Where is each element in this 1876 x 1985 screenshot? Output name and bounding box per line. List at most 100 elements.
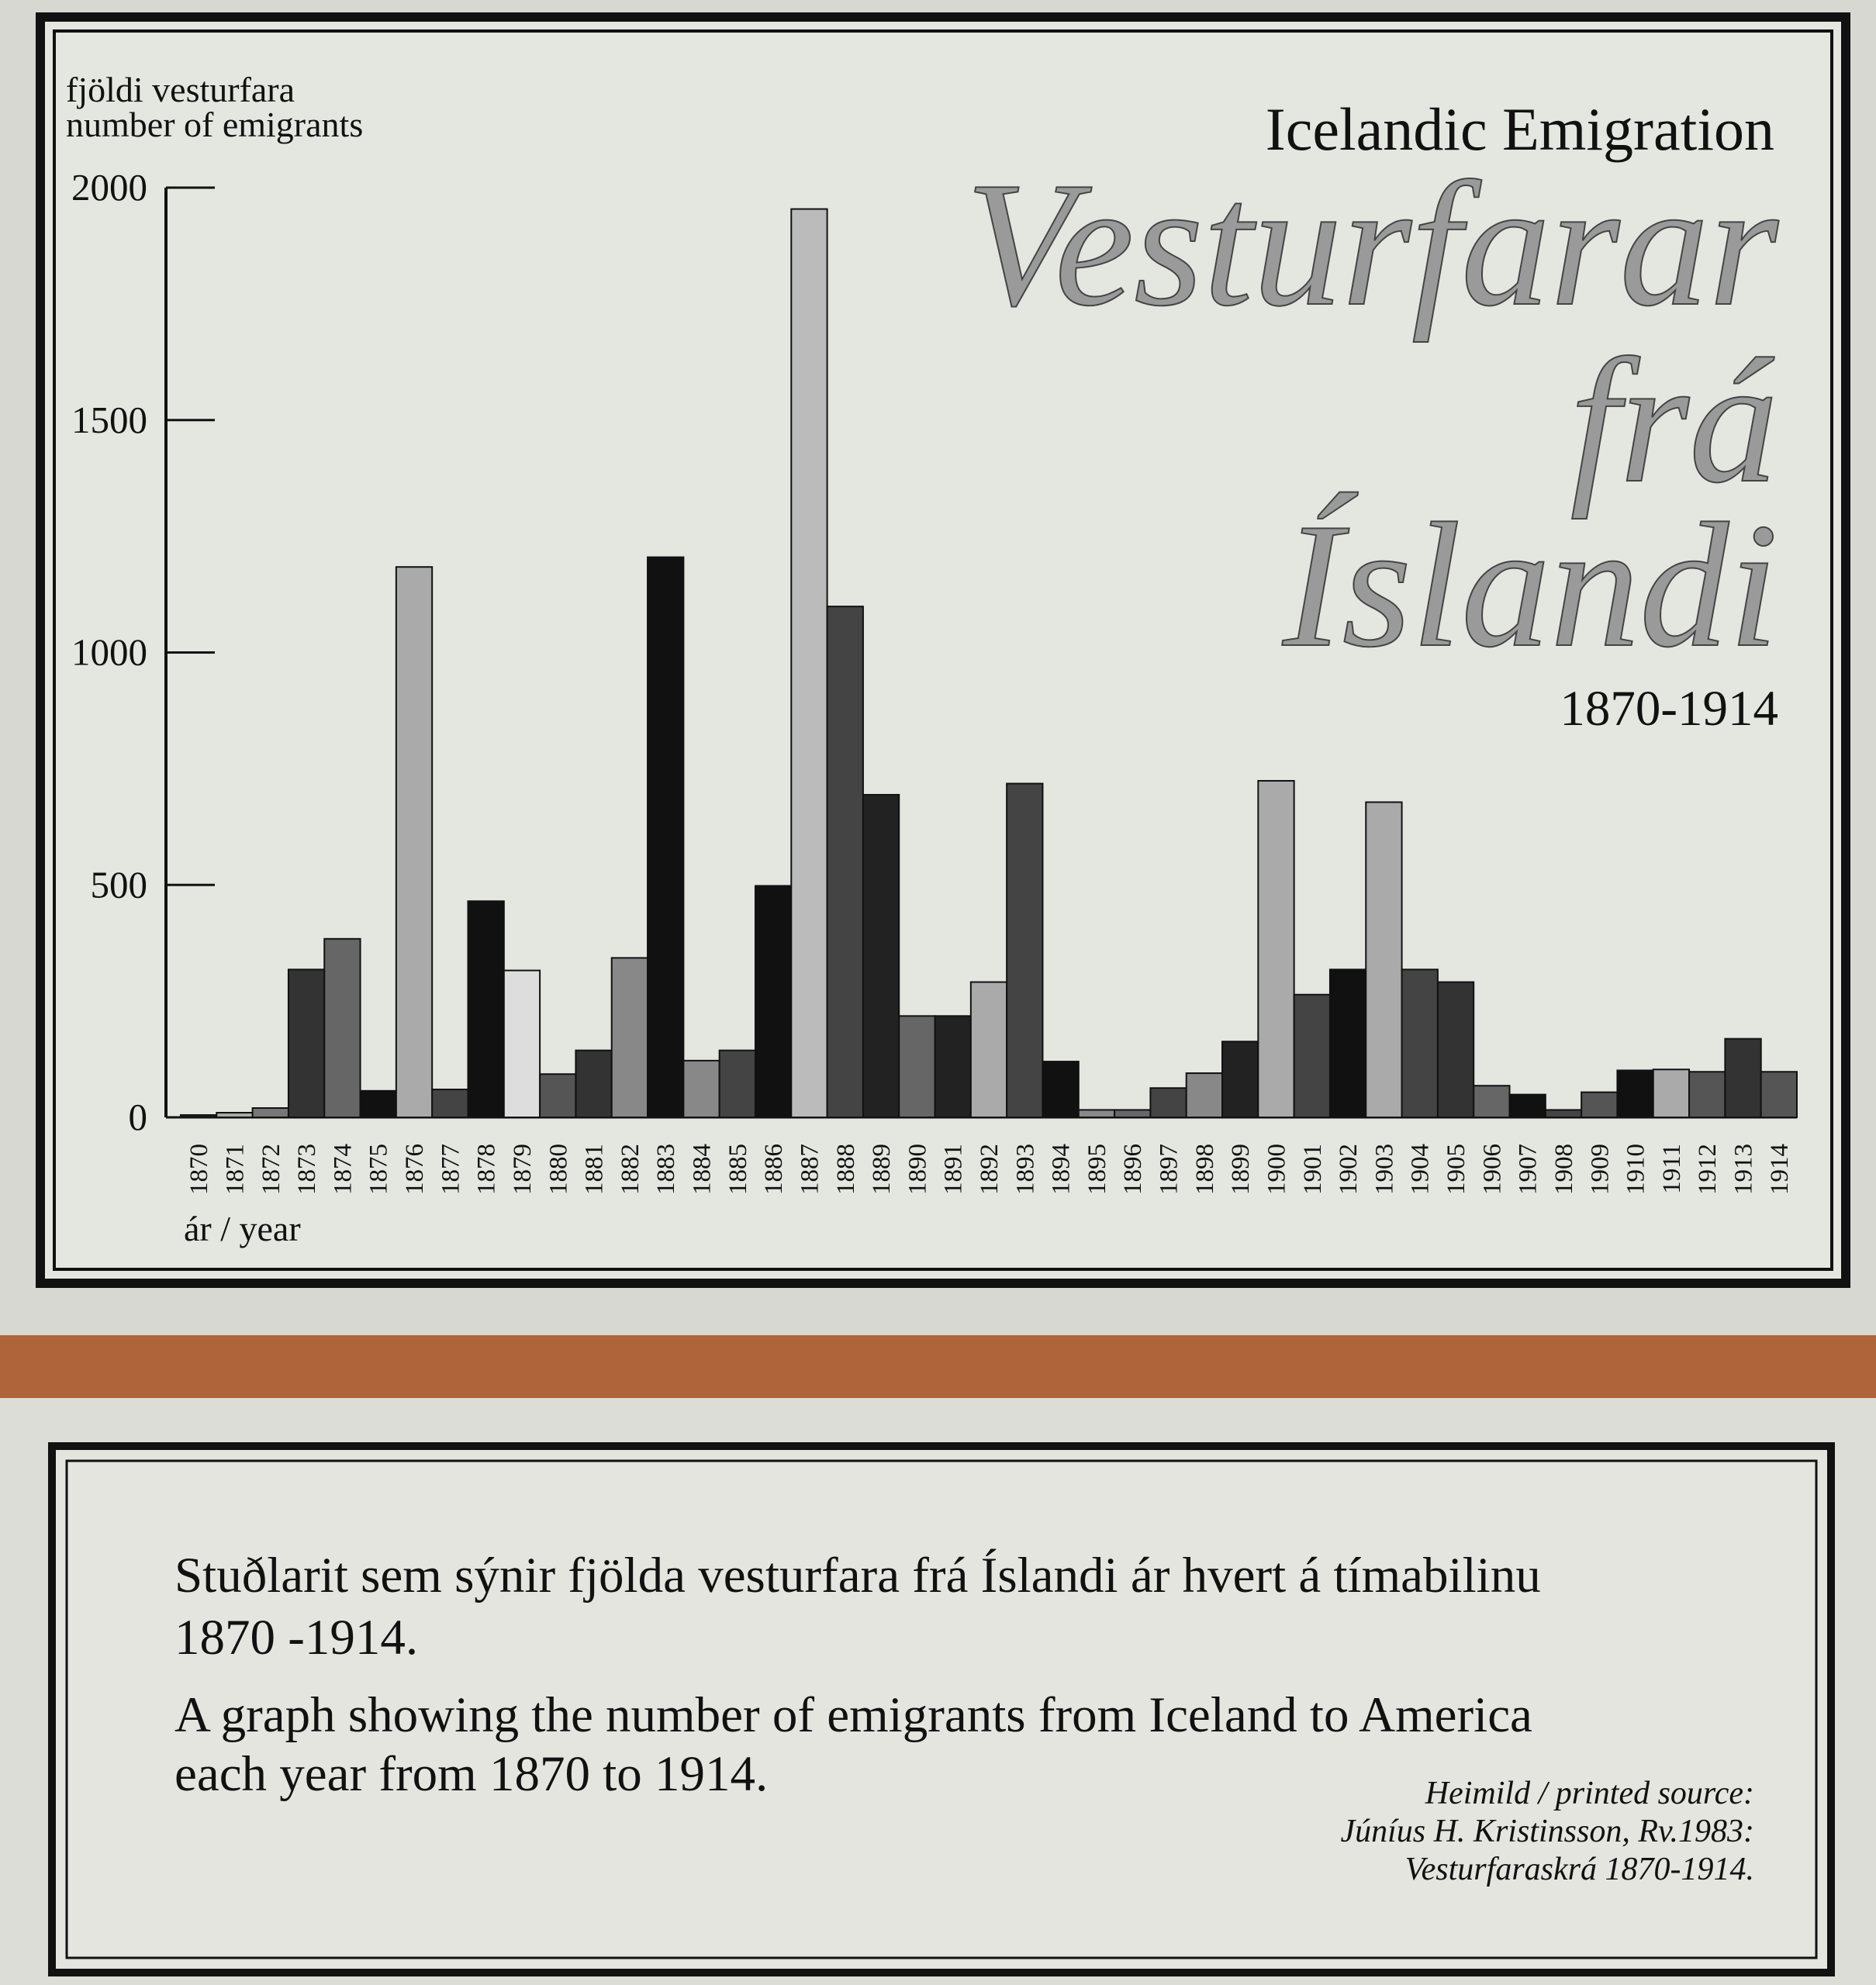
bar [1473, 1085, 1511, 1119]
bar [1328, 968, 1367, 1119]
x-tick-label: 1883 [652, 1144, 680, 1195]
x-tick-label: 1897 [1156, 1144, 1183, 1195]
bar [1581, 1091, 1619, 1118]
x-tick-label: 1905 [1442, 1144, 1470, 1195]
x-tick-label: 1902 [1335, 1144, 1363, 1195]
caption-icelandic: Stuðlarit sem sýnir fjölda vesturfara fr… [174, 1548, 1541, 1604]
bar [359, 1089, 397, 1118]
bar [1401, 968, 1439, 1119]
bar [1077, 1109, 1116, 1118]
x-tick-label: 1882 [617, 1144, 644, 1195]
bar [180, 1114, 218, 1118]
y-tick-label: 500 [91, 863, 148, 906]
chart-subtitle: 1870-1914 [1560, 681, 1778, 737]
bar [1221, 1041, 1259, 1118]
x-tick-label: 1900 [1263, 1144, 1290, 1195]
x-tick-label: 1875 [365, 1144, 393, 1195]
x-tick-label: 1895 [1083, 1144, 1111, 1195]
x-tick-label: 1907 [1515, 1144, 1543, 1195]
source: Heimild / printed source: [1425, 1776, 1754, 1811]
source: Júníus H. Kristinsson, Rv.1983: [1340, 1814, 1754, 1849]
bar [610, 957, 649, 1118]
bar [1149, 1087, 1187, 1118]
bar [862, 793, 900, 1119]
x-tick-label: 1906 [1478, 1144, 1506, 1195]
x-tick-label: 1874 [329, 1144, 357, 1195]
x-tick-label: 1889 [868, 1144, 896, 1195]
bar [934, 1015, 972, 1118]
bar [1508, 1093, 1546, 1119]
bar [1436, 981, 1475, 1119]
chart-title: Icelandic Emigration [1266, 95, 1774, 163]
bar [431, 1089, 469, 1119]
bar [323, 937, 361, 1118]
bar [287, 968, 326, 1119]
bar [1114, 1109, 1152, 1118]
x-tick-label: 1873 [293, 1144, 321, 1195]
bar [467, 900, 505, 1119]
x-tick-label: 1872 [257, 1144, 285, 1195]
x-tick-label: 1886 [760, 1144, 788, 1195]
x-tick-label: 1911 [1658, 1144, 1686, 1194]
x-tick-label: 1888 [832, 1144, 860, 1195]
x-tick-label: 1893 [1011, 1144, 1039, 1195]
x-tick-label: 1884 [689, 1144, 717, 1195]
bar [898, 1015, 936, 1118]
bar [1042, 1061, 1080, 1119]
bar [1006, 782, 1044, 1119]
x-tick-label: 1887 [796, 1144, 824, 1195]
bar [1185, 1072, 1224, 1118]
x-tick-label: 1890 [903, 1144, 931, 1195]
x-tick-label: 1914 [1766, 1144, 1794, 1195]
caption-panel [56, 1450, 1827, 1969]
x-tick-label: 1871 [221, 1144, 249, 1195]
chart-inner-border [53, 29, 1833, 1271]
caption-english: each year from 1870 to 1914. [174, 1746, 768, 1802]
script-title: Íslandi [1282, 486, 1778, 684]
y-tick-label: 1500 [71, 399, 147, 441]
bar [647, 556, 685, 1118]
x-tick-label: 1909 [1586, 1144, 1614, 1195]
bar [1257, 779, 1295, 1118]
bar [395, 566, 434, 1118]
bar [1293, 993, 1331, 1119]
x-tick-label: 1878 [473, 1144, 501, 1195]
bar [1544, 1109, 1583, 1118]
bar [1652, 1068, 1691, 1118]
bar [216, 1112, 254, 1119]
x-tick-label: 1912 [1694, 1144, 1722, 1195]
bar [503, 969, 541, 1118]
x-tick-label: 1877 [437, 1144, 465, 1195]
caption-english: A graph showing the number of emigrants … [174, 1687, 1532, 1743]
source: Vesturfaraskrá 1870-1914. [1405, 1852, 1754, 1887]
x-tick-label: 1908 [1550, 1144, 1578, 1195]
x-tick-label: 1901 [1299, 1144, 1327, 1195]
wood-strip [0, 1335, 1876, 1398]
caption-icelandic: 1870 -1914. [174, 1610, 418, 1666]
x-tick-label: 1903 [1370, 1144, 1398, 1195]
bar [539, 1073, 577, 1118]
x-tick-label: 1885 [724, 1144, 752, 1195]
y-axis-label: number of emigrants [66, 105, 363, 144]
x-tick-label: 1881 [581, 1144, 609, 1195]
x-tick-label: 1913 [1730, 1144, 1758, 1195]
bar [718, 1049, 756, 1118]
y-tick-label: 0 [129, 1096, 148, 1138]
script-title: Vesturfarar [966, 145, 1779, 343]
x-tick-label: 1910 [1622, 1144, 1650, 1195]
x-tick-label: 1899 [1227, 1144, 1255, 1195]
bar [754, 885, 793, 1118]
y-axis-label: fjöldi vesturfara [66, 70, 295, 109]
x-tick-label: 1904 [1407, 1144, 1435, 1195]
bar [1365, 801, 1403, 1118]
bar [969, 981, 1008, 1119]
bar [575, 1049, 613, 1118]
bar [790, 208, 828, 1118]
x-tick-label: 1892 [976, 1144, 1004, 1195]
bar [251, 1107, 289, 1119]
x-tick-label: 1894 [1048, 1144, 1076, 1195]
script-title: frá [1570, 322, 1778, 520]
x-axis-label: ár / year [184, 1209, 301, 1248]
